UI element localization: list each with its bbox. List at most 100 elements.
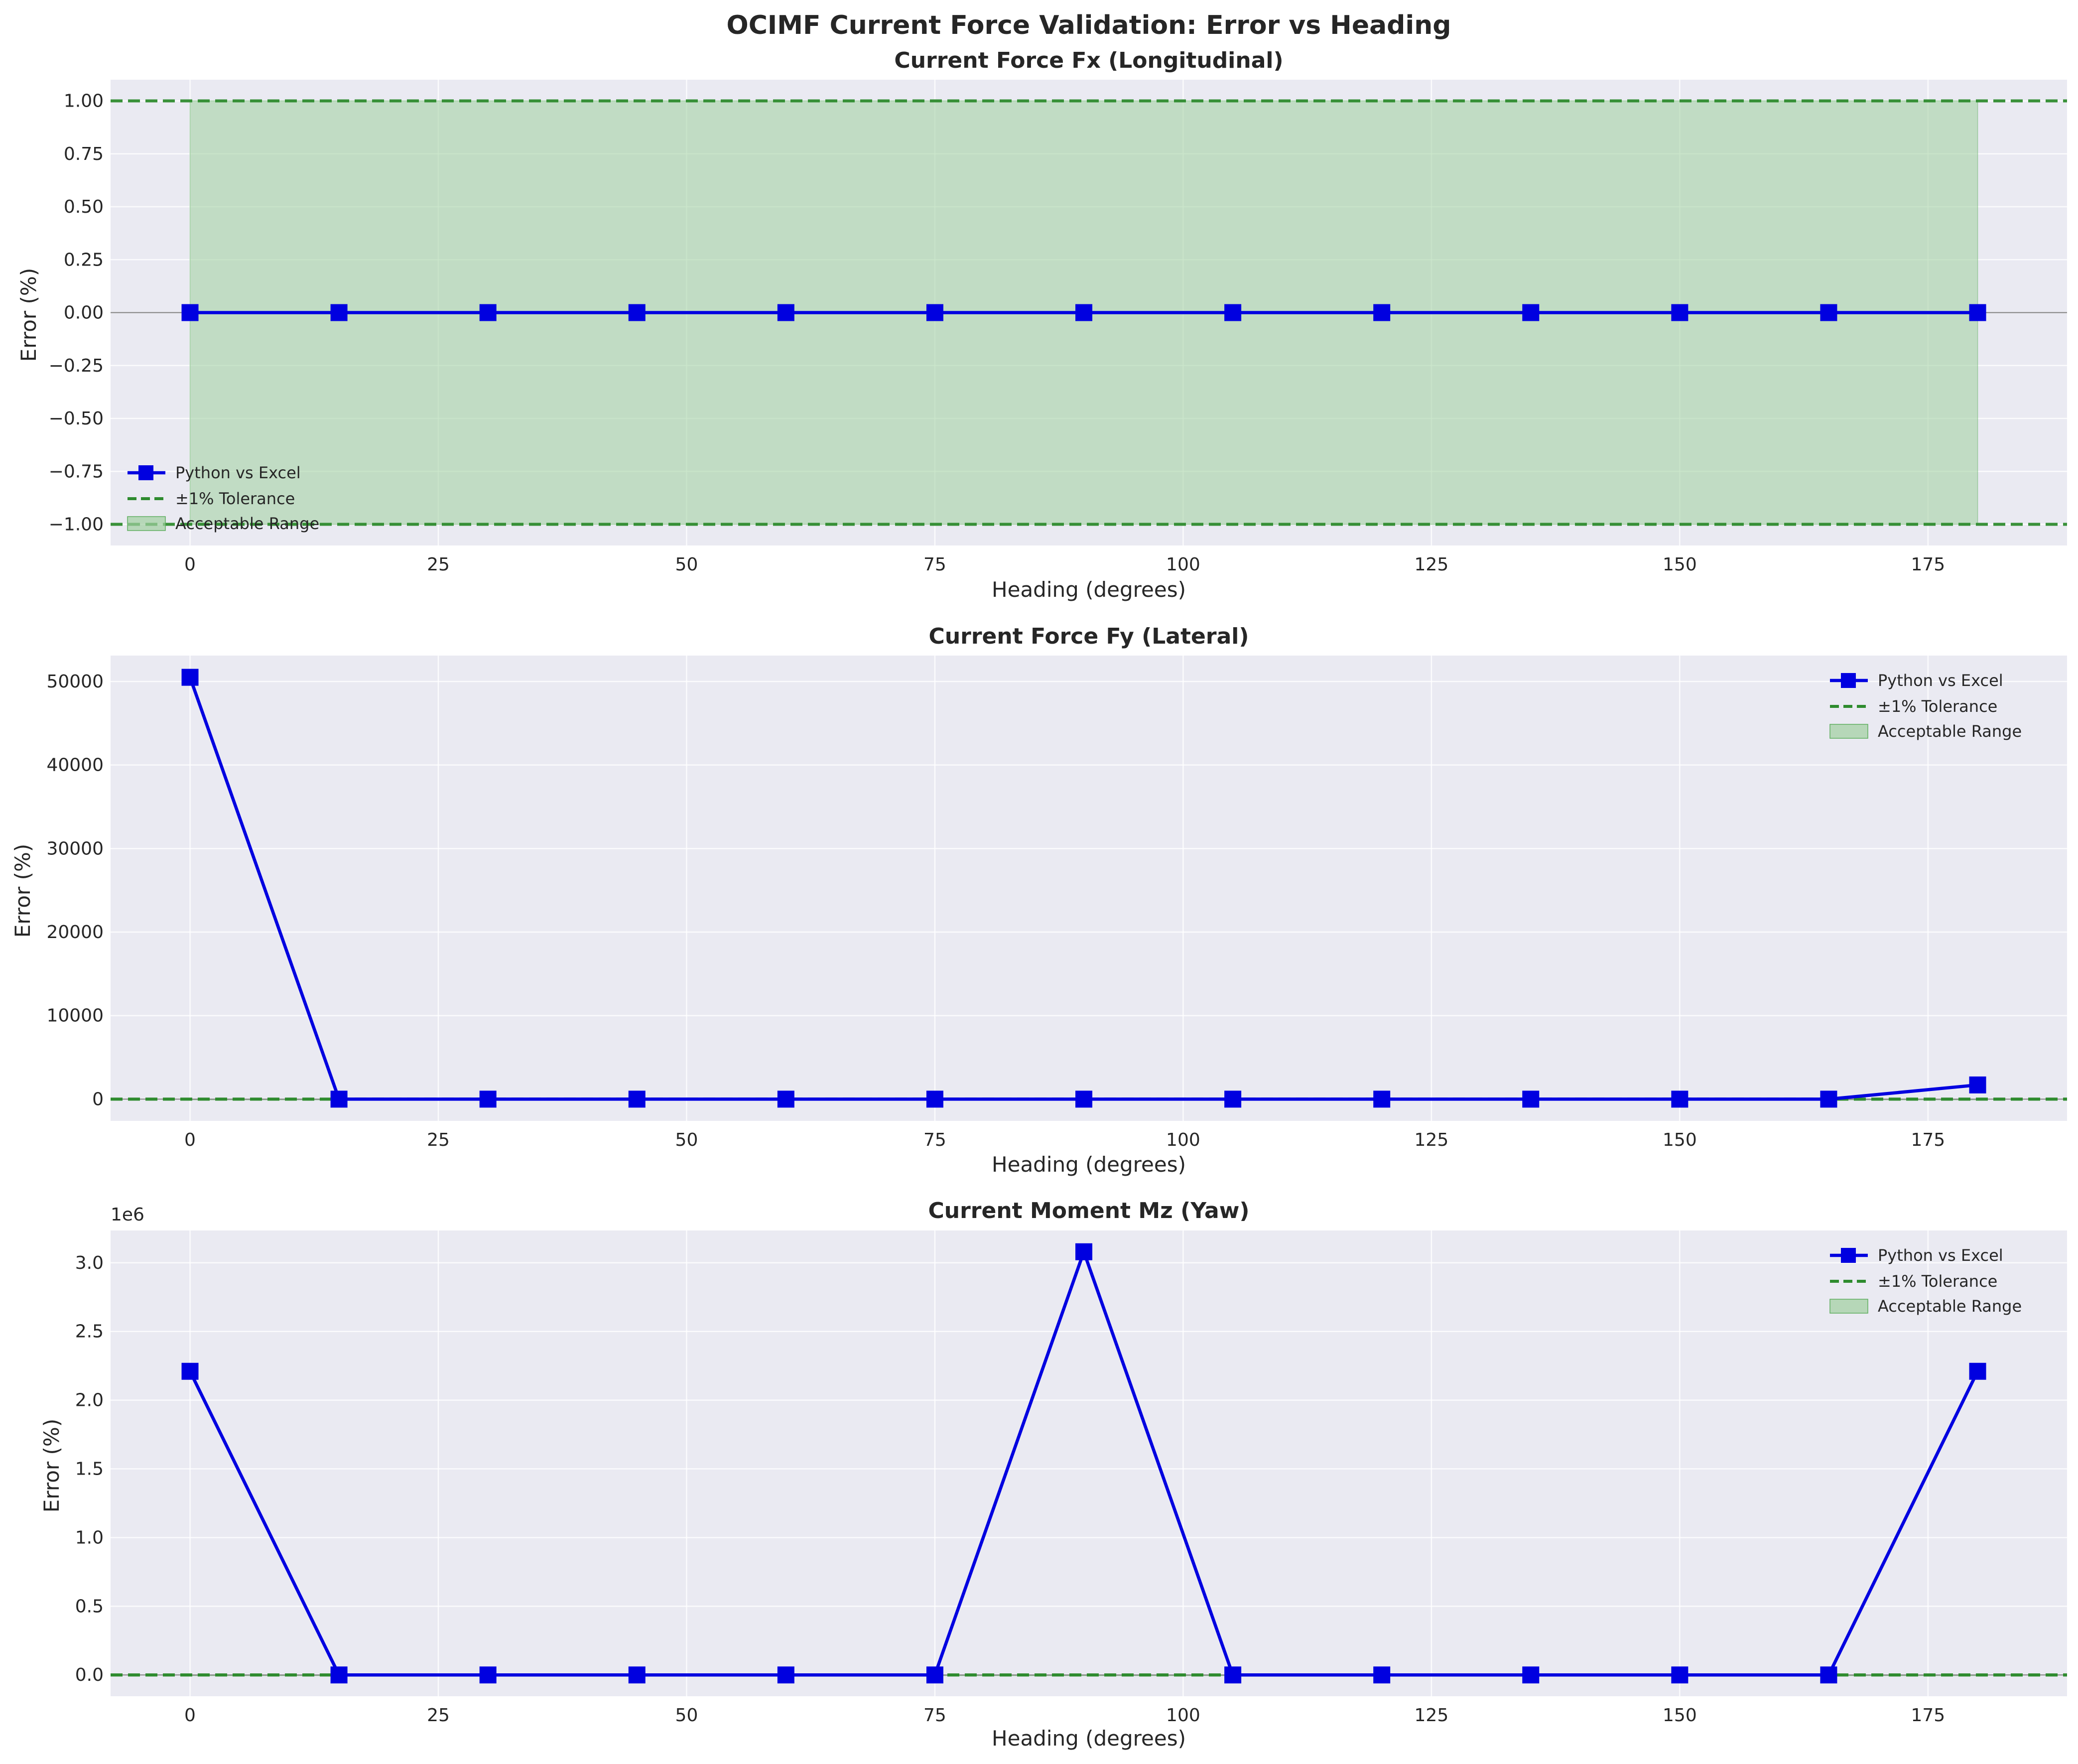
fx-y-tick-label: 1.00 (64, 91, 104, 112)
fy-panel-title: Current Force Fy (Lateral) (929, 624, 1249, 649)
fy-plot-area: 0 25 50 75 100 125 150 175 0 10000 20000 30000 40000… (46, 656, 2067, 1150)
fy-legend-band-swatch (1829, 724, 1868, 739)
mz-legend-band-label: Acceptable Range (1878, 1297, 2022, 1316)
fx-data-point (181, 304, 199, 321)
mz-x-tick-label: 100 (1166, 1705, 1200, 1726)
mz-y-tick-label: 0.5 (75, 1596, 104, 1617)
mz-data-point (1671, 1666, 1688, 1684)
fx-legend: Python vs Excel ±1% Tolerance Acceptable R… (127, 463, 319, 533)
fx-data-point (1373, 304, 1391, 321)
fx-legend-band-swatch (127, 516, 166, 531)
fy-y-tick-label: 0 (92, 1089, 104, 1109)
fx-data-point (628, 304, 646, 321)
mz-data-point (1224, 1666, 1242, 1684)
fx-y-axis-label: Error (%) (16, 268, 41, 362)
fx-legend-series-label: Python vs Excel (175, 463, 301, 482)
mz-x-tick-label: 75 (923, 1705, 946, 1726)
mz-data-point (777, 1666, 794, 1684)
mz-legend-series-label: Python vs Excel (1878, 1246, 2003, 1265)
fx-y-tick-label: 0.75 (64, 144, 104, 164)
mz-panel-title: Current Moment Mz (Yaw) (928, 1198, 1249, 1223)
fy-x-tick-label: 100 (1166, 1130, 1200, 1150)
mz-x-tick-label: 175 (1911, 1705, 1945, 1726)
mz-legend-tolerance-label: ±1% Tolerance (1878, 1272, 1997, 1291)
fy-data-point (1671, 1090, 1688, 1108)
fy-y-tick-label: 40000 (46, 755, 104, 776)
mz-data-point (479, 1666, 497, 1684)
fy-y-tick-label: 20000 (46, 922, 104, 943)
mz-legend-series-marker (1841, 1248, 1856, 1263)
fy-x-tick-label: 50 (675, 1130, 698, 1150)
fx-y-tick-label: −0.25 (49, 356, 104, 376)
fx-y-tick-label: 0.50 (64, 197, 104, 217)
fx-data-point (1820, 304, 1837, 321)
mz-axes-background (111, 1230, 2067, 1696)
mz-y-tick-label: 1.0 (75, 1527, 104, 1548)
fy-data-point (1969, 1076, 1986, 1093)
fx-y-tick-label: −0.75 (49, 461, 104, 482)
fx-legend-tolerance-label: ±1% Tolerance (175, 489, 295, 508)
fx-y-tick-label: 0.00 (64, 303, 104, 323)
fy-data-point (1820, 1090, 1837, 1108)
mz-x-tick-label: 0 (184, 1705, 196, 1726)
fx-legend-series-marker (138, 465, 153, 480)
fx-data-point (1969, 304, 1986, 321)
mz-y-tick-label: 1.5 (75, 1459, 104, 1480)
mz-legend-band-swatch (1829, 1299, 1868, 1314)
mz-data-point (330, 1666, 348, 1684)
mz-legend: Python vs Excel ±1% Tolerance Acceptable R… (1829, 1246, 2022, 1316)
mz-plot-area: 0 25 50 75 100 125 150 175 0.0 0.5 1.0 1.5 2.0 2.5 3.0… (75, 1230, 2067, 1726)
fy-data-point (926, 1090, 943, 1108)
fy-x-axis-label: Heading (degrees) (992, 1152, 1186, 1177)
fx-x-tick-label: 150 (1663, 554, 1697, 575)
mz-x-tick-label: 25 (427, 1705, 450, 1726)
mz-y-offset-label: 1e6 (111, 1205, 144, 1225)
mz-y-tick-label: 2.0 (75, 1390, 104, 1411)
fx-y-tick-label: −0.50 (49, 408, 104, 429)
fx-x-tick-label: 0 (184, 554, 196, 575)
fy-legend-series-label: Python vs Excel (1878, 671, 2003, 690)
fy-panel: 0 25 50 75 100 125 150 175 0 10000 20000 30000 40000… (10, 624, 2067, 1177)
mz-data-point (1373, 1666, 1391, 1684)
fx-data-point (1522, 304, 1540, 321)
fy-legend-tolerance-label: ±1% Tolerance (1878, 697, 1997, 716)
fy-data-point (1522, 1090, 1540, 1108)
fx-data-point (330, 304, 348, 321)
mz-panel: 0 25 50 75 100 125 150 175 0.0 0.5 1.0 1.5 2.0 2.5 3.0… (39, 1198, 2067, 1751)
mz-data-point (1522, 1666, 1540, 1684)
fy-y-tick-label: 10000 (46, 1006, 104, 1026)
fy-x-tick-label: 0 (184, 1130, 196, 1150)
fy-x-tick-label: 150 (1663, 1130, 1697, 1150)
fx-y-tick-label: −1.00 (49, 515, 104, 535)
fx-panel: 0 25 50 75 100 125 150 175 −1.00 −0.75 −0.50 −0.25 0… (16, 48, 2067, 602)
mz-data-point (181, 1362, 199, 1380)
mz-y-tick-label: 0.0 (75, 1665, 104, 1685)
fx-data-point (926, 304, 943, 321)
mz-data-point (1075, 1243, 1093, 1260)
fy-data-point (330, 1090, 348, 1108)
fy-data-point (181, 669, 199, 686)
fy-legend: Python vs Excel ±1% Tolerance Acceptable R… (1829, 671, 2022, 741)
fy-x-tick-label: 175 (1911, 1130, 1945, 1150)
mz-y-tick-label: 3.0 (75, 1253, 104, 1273)
fx-panel-title: Current Force Fx (Longitudinal) (894, 48, 1283, 73)
mz-y-axis-label: Error (%) (39, 1419, 64, 1512)
fy-y-tick-label: 50000 (46, 672, 104, 692)
fy-legend-band-label: Acceptable Range (1878, 722, 2022, 741)
mz-y-tick-label: 2.5 (75, 1322, 104, 1342)
fy-x-tick-label: 25 (427, 1130, 450, 1150)
fy-data-point (1373, 1090, 1391, 1108)
fy-y-axis-label: Error (%) (10, 844, 35, 938)
fy-legend-series-marker (1841, 673, 1856, 688)
fx-x-tick-label: 100 (1166, 554, 1200, 575)
fx-x-tick-label: 50 (675, 554, 698, 575)
mz-data-point (1969, 1362, 1986, 1380)
fx-data-point (479, 304, 497, 321)
fy-data-point (628, 1090, 646, 1108)
fy-axes-background (111, 656, 2067, 1121)
mz-data-point (926, 1666, 943, 1684)
fy-data-point (1075, 1090, 1093, 1108)
mz-x-tick-label: 125 (1415, 1705, 1449, 1726)
fx-x-tick-label: 175 (1911, 554, 1945, 575)
